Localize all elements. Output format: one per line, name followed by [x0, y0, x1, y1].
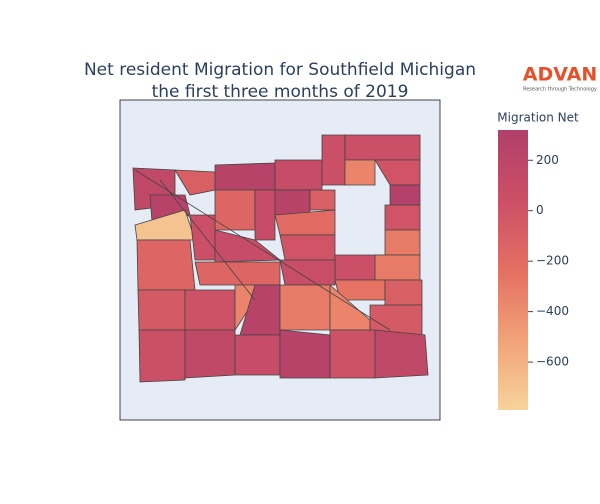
region	[137, 289, 186, 331]
region	[279, 329, 331, 379]
region	[389, 184, 421, 206]
colorbar-tick-label: −400	[536, 304, 569, 318]
region	[194, 261, 281, 286]
region	[254, 189, 276, 241]
road	[159, 179, 256, 301]
colorbar-title: Migration Net	[497, 111, 579, 125]
map-subtitle: the first three months of 2019	[152, 82, 409, 102]
region	[374, 254, 421, 281]
colorbar-tick-label: 0	[536, 203, 544, 217]
colorbar-tick-label: −600	[536, 355, 569, 369]
region	[344, 159, 376, 186]
colorbar	[498, 130, 528, 410]
region	[274, 159, 323, 191]
region	[279, 234, 336, 261]
region	[184, 289, 236, 331]
region	[136, 239, 196, 291]
region	[384, 229, 421, 256]
region	[274, 189, 311, 216]
region	[214, 162, 276, 191]
region	[138, 329, 186, 383]
roads	[134, 169, 391, 331]
region	[329, 329, 376, 379]
regions	[132, 134, 429, 383]
region	[309, 189, 336, 211]
region	[374, 329, 429, 379]
road	[134, 169, 391, 331]
region	[279, 259, 336, 286]
region	[184, 329, 236, 379]
region	[321, 134, 346, 186]
region	[234, 334, 281, 376]
logo-name: ADVAN	[523, 64, 598, 86]
region	[279, 284, 331, 331]
colorbar-tick-label: −200	[536, 254, 569, 268]
region	[344, 134, 421, 161]
map-title: Net resident Migration for Southfield Mi…	[84, 60, 476, 80]
region	[384, 279, 423, 306]
region	[384, 204, 421, 231]
logo-tagline: Research through Technology	[523, 87, 597, 93]
colorbar-tick-label: 200	[536, 153, 559, 167]
